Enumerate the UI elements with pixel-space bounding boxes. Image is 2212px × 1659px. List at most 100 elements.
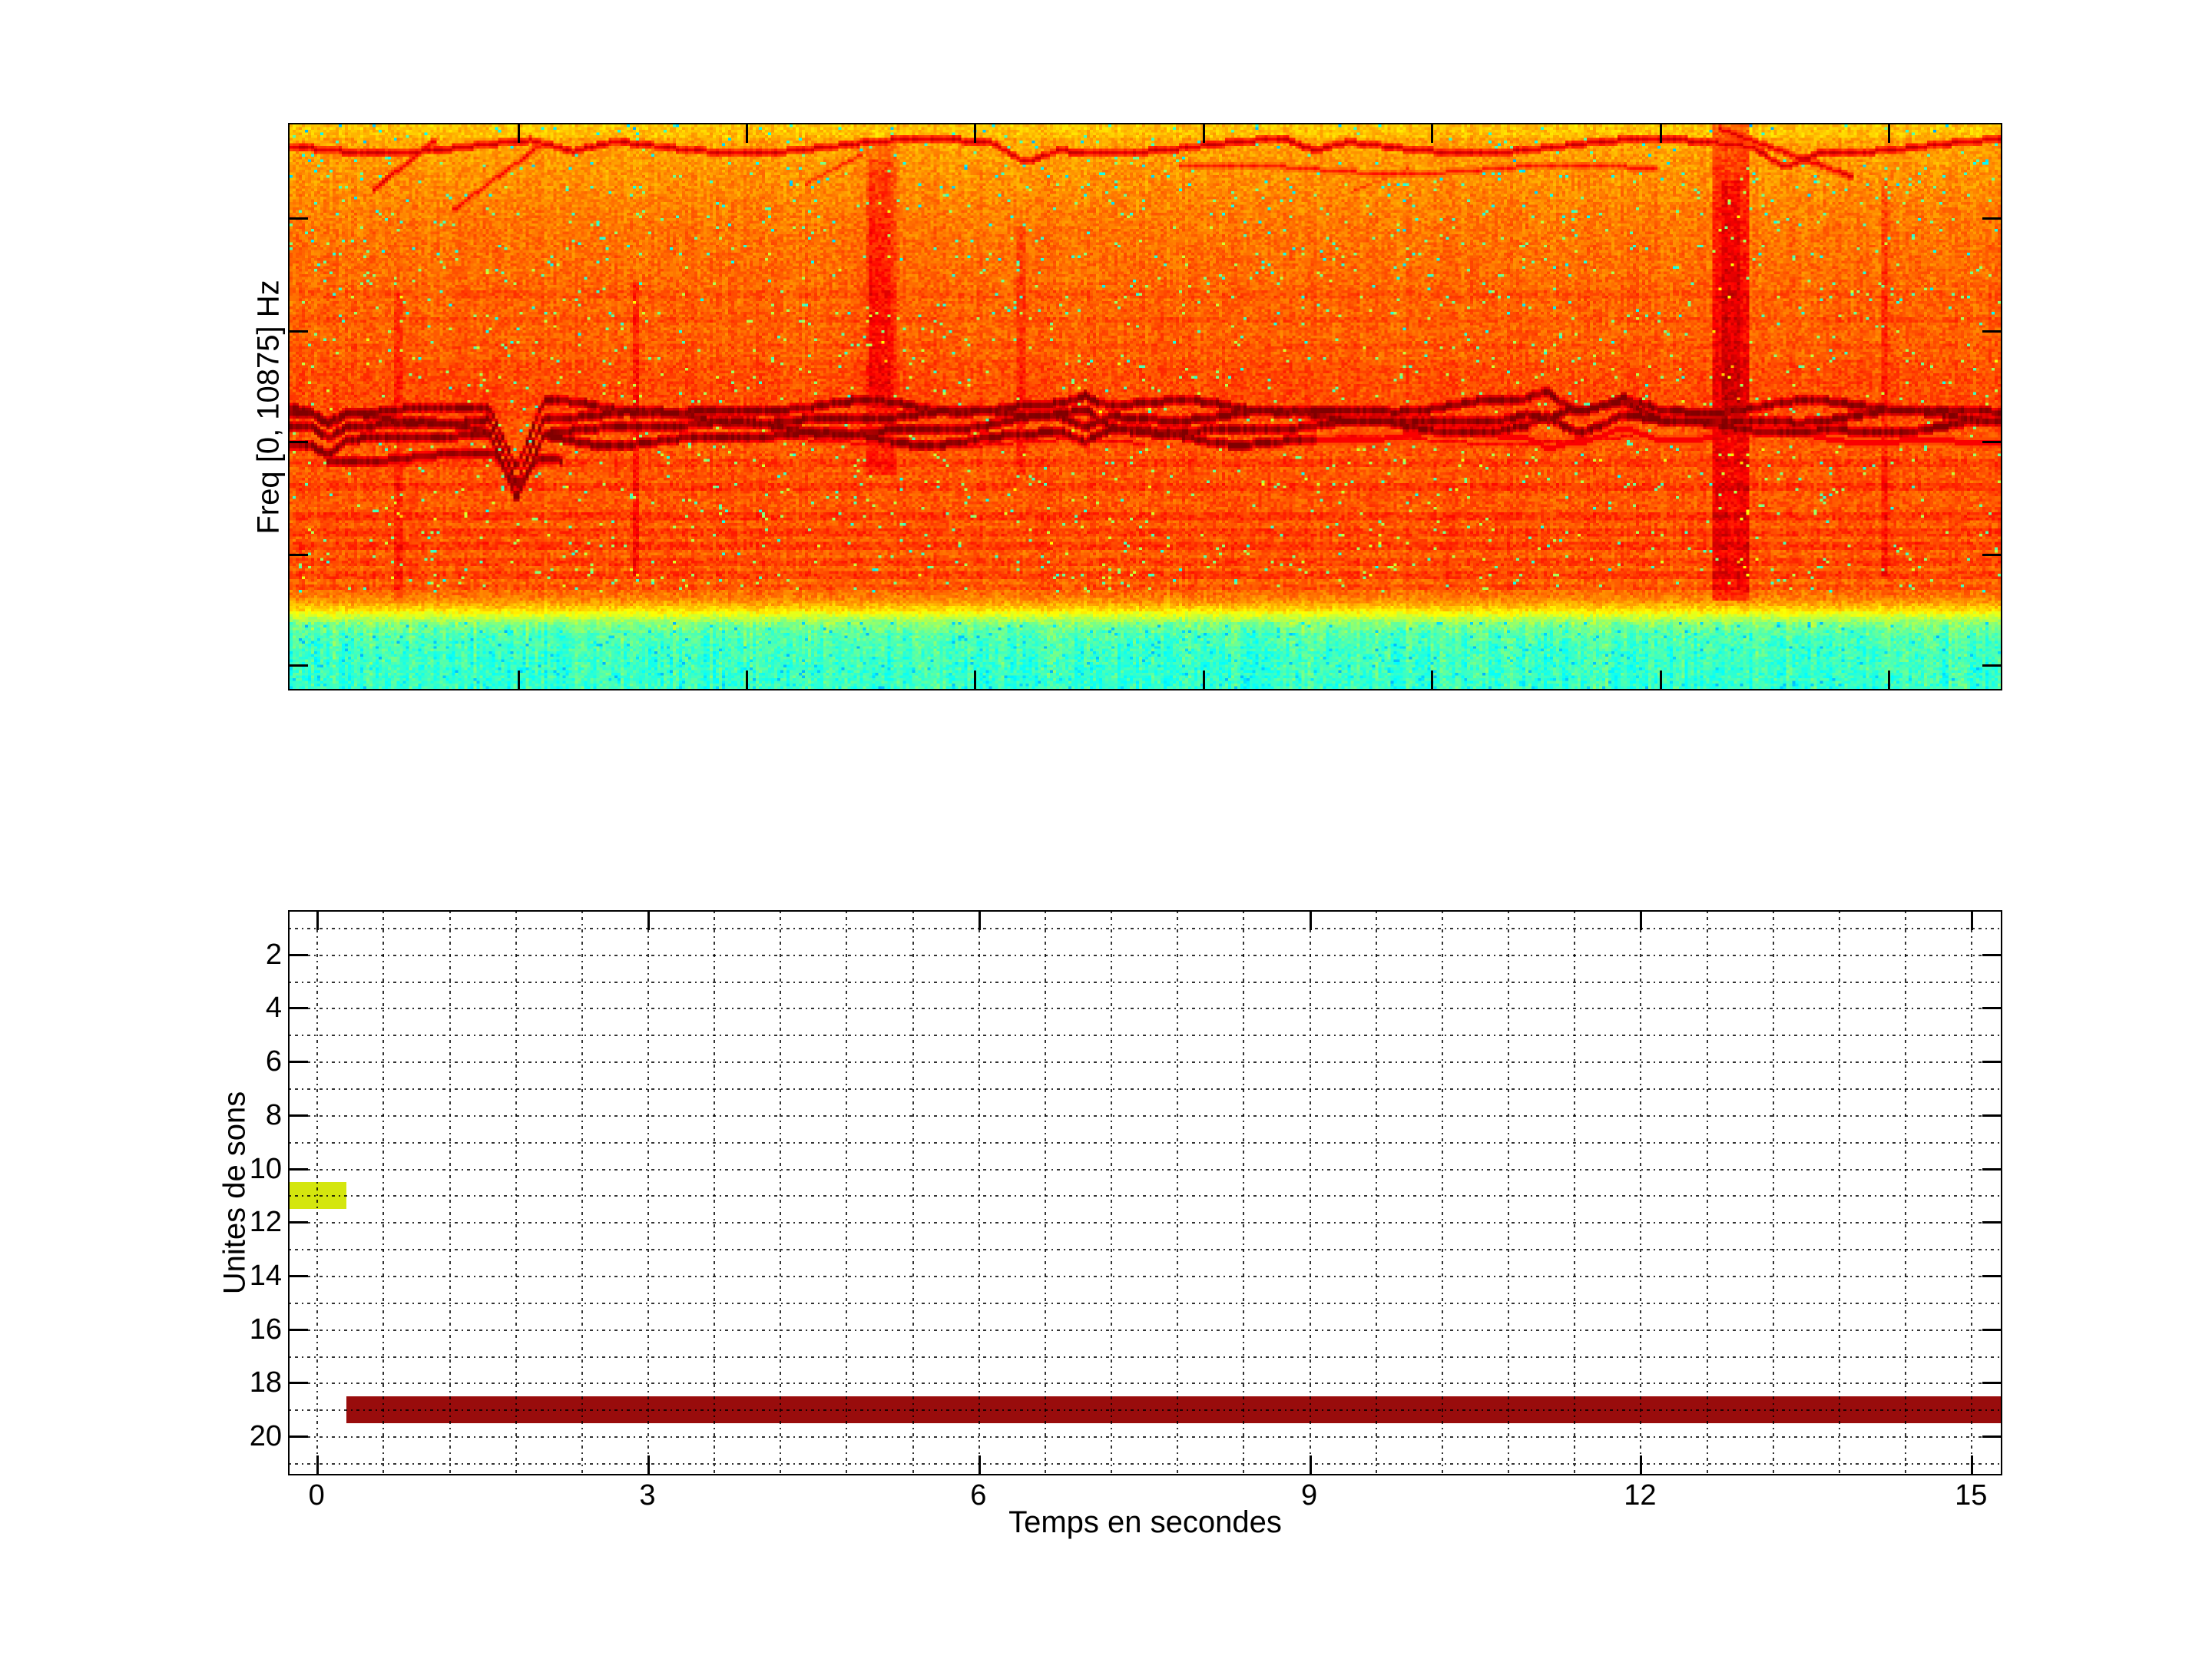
gridline-vertical — [316, 912, 318, 1474]
gridline-horizontal — [290, 1115, 2001, 1117]
x-tick-label-9: 9 — [1301, 1479, 1318, 1512]
gridline-horizontal — [290, 1169, 2001, 1171]
activity-axis-tick — [290, 1221, 308, 1224]
spectrogram-axis-tick — [1431, 124, 1433, 143]
spectrogram-axis-tick — [1203, 124, 1205, 143]
y-tick-label-20: 20 — [249, 1420, 282, 1453]
gridline-vertical — [1905, 912, 1906, 1474]
spectrogram-axis-tick — [1982, 330, 2001, 333]
gridline-horizontal — [290, 1303, 2001, 1304]
x-tick-label-3: 3 — [639, 1479, 656, 1512]
gridline-horizontal — [290, 1142, 2001, 1144]
gridline-vertical — [1045, 912, 1046, 1474]
spectrogram-axis-tick — [1660, 671, 1662, 689]
gridline-vertical — [780, 912, 781, 1474]
gridline-horizontal — [290, 1008, 2001, 1009]
activity-axis-tick — [290, 1275, 308, 1277]
activity-axis-tick — [1982, 1435, 2001, 1438]
x-tick-label-0: 0 — [308, 1479, 325, 1512]
activity-axis-tick — [1982, 1382, 2001, 1384]
gridline-horizontal — [290, 1222, 2001, 1224]
activity-axis-tick — [1982, 1221, 2001, 1224]
spectrogram-axis-tick — [290, 554, 308, 556]
gridline-vertical — [382, 912, 384, 1474]
gridline-vertical — [647, 912, 649, 1474]
y-tick-label-8: 8 — [265, 1098, 282, 1131]
spectrogram-ylabel: Freq [0, 10875] Hz — [251, 280, 286, 535]
gridline-horizontal — [290, 982, 2001, 983]
activity-axis-tick — [290, 1329, 308, 1331]
spectrogram-axis-tick — [1982, 441, 2001, 443]
gridline-horizontal — [290, 928, 2001, 929]
gridline-vertical — [1508, 912, 1509, 1474]
gridline-vertical — [1971, 912, 1972, 1474]
spectrogram-axis-tick — [290, 217, 308, 220]
activity-axes — [288, 910, 2002, 1475]
spectrogram-axis-tick — [746, 124, 748, 143]
spectrogram-axis-tick — [290, 330, 308, 333]
spectrogram-axis-tick — [1982, 554, 2001, 556]
gridline-vertical — [1376, 912, 1377, 1474]
gridline-horizontal — [290, 1276, 2001, 1277]
spectrogram-axis-tick — [518, 671, 520, 689]
gridline-vertical — [449, 912, 451, 1474]
spectrogram-axis-tick — [290, 441, 308, 443]
y-tick-label-10: 10 — [249, 1152, 282, 1185]
gridline-vertical — [979, 912, 980, 1474]
spectrogram-axis-tick — [1660, 124, 1662, 143]
spectrogram-axis-tick — [974, 124, 976, 143]
activity-axis-tick — [316, 912, 319, 930]
x-tick-label-6: 6 — [970, 1479, 987, 1512]
activity-axis-tick — [290, 1114, 308, 1117]
y-tick-label-18: 18 — [249, 1366, 282, 1399]
gridline-vertical — [846, 912, 847, 1474]
spectrogram-axes — [288, 123, 2002, 690]
activity-axis-tick — [1982, 1114, 2001, 1117]
activity-axis-tick — [1310, 1455, 1312, 1474]
activity-axis-tick — [979, 1455, 981, 1474]
activity-axis-tick — [1982, 1168, 2001, 1171]
activity-axis-tick — [290, 954, 308, 956]
gridline-vertical — [1310, 912, 1311, 1474]
gridline-vertical — [1640, 912, 1641, 1474]
activity-axis-tick — [1982, 1061, 2001, 1063]
gridline-vertical — [714, 912, 715, 1474]
spectrogram-axis-tick — [518, 124, 520, 143]
activity-axis-tick — [1971, 1455, 1973, 1474]
activity-axis-tick — [1971, 912, 1973, 930]
gridline-horizontal — [290, 1249, 2001, 1250]
spectrogram-axis-tick — [746, 671, 748, 689]
gridline-vertical — [1177, 912, 1178, 1474]
spectrogram-axis-tick — [1888, 124, 1890, 143]
activity-axis-tick — [1310, 912, 1312, 930]
gridline-vertical — [1707, 912, 1708, 1474]
y-tick-label-14: 14 — [249, 1260, 282, 1293]
spectrogram-axis-tick — [1888, 671, 1890, 689]
gridline-horizontal — [290, 1035, 2001, 1036]
activity-axis-tick — [290, 1007, 308, 1009]
gridline-horizontal — [290, 1195, 2001, 1197]
y-tick-label-2: 2 — [265, 938, 282, 971]
gridline-vertical — [1243, 912, 1244, 1474]
activity-axis-tick — [1982, 1329, 2001, 1331]
spectrogram-heatmap — [290, 124, 2001, 689]
activity-axis-tick — [647, 912, 650, 930]
activity-axis-tick — [316, 1455, 319, 1474]
x-tick-label-15: 15 — [1955, 1479, 1988, 1512]
spectrogram-axis-tick — [290, 664, 308, 667]
gridline-vertical — [1442, 912, 1443, 1474]
x-tick-label-12: 12 — [1624, 1479, 1657, 1512]
y-tick-label-16: 16 — [249, 1313, 282, 1346]
gridline-vertical — [912, 912, 914, 1474]
activity-xlabel: Temps en secondes — [1008, 1505, 1282, 1539]
gridline-vertical — [1839, 912, 1840, 1474]
gridline-horizontal — [290, 1088, 2001, 1090]
activity-axis-tick — [1982, 1007, 2001, 1009]
activity-axis-tick — [1640, 1455, 1642, 1474]
gridline-vertical — [581, 912, 583, 1474]
gridline-horizontal — [290, 1463, 2001, 1465]
spectrogram-axis-tick — [1203, 671, 1205, 689]
spectrogram-axis-tick — [974, 671, 976, 689]
activity-axis-tick — [290, 1168, 308, 1171]
